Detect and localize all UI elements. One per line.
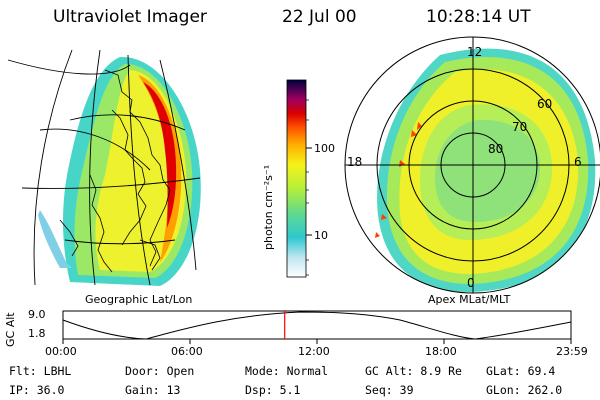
geo-emission-red bbox=[143, 82, 177, 228]
mlt-label-12: 12 bbox=[467, 45, 483, 59]
info-gc-alt: GC Alt: 8.9 Re bbox=[365, 364, 462, 378]
altitude-ylabel: GC Alt bbox=[4, 312, 17, 347]
geo-coastlines bbox=[59, 69, 171, 273]
altitude-xtick-1800: 18:00 bbox=[425, 345, 457, 358]
altitude-plot-frame bbox=[62, 310, 572, 340]
polar-map bbox=[344, 36, 600, 294]
mlat-label-80: 80 bbox=[488, 142, 504, 156]
colorbar-scale bbox=[286, 79, 307, 278]
altitude-ytick-high: 9.0 bbox=[28, 308, 46, 321]
info-glon: GLon: 262.0 bbox=[486, 383, 563, 397]
mlat-label-60: 60 bbox=[537, 97, 553, 111]
geographic-map bbox=[7, 49, 201, 286]
altitude-ytick-low: 1.8 bbox=[28, 327, 46, 340]
instrument-title: Ultraviolet Imager bbox=[53, 7, 207, 27]
polar-map-caption: Apex MLat/MLT bbox=[428, 293, 511, 306]
mlat-label-70: 70 bbox=[512, 120, 528, 134]
info-seq: Seq: 39 bbox=[365, 383, 414, 397]
geo-grid-lines bbox=[7, 49, 201, 286]
geo-map-caption: Geographic Lat/Lon bbox=[85, 293, 193, 306]
polar-grid bbox=[344, 36, 600, 294]
image-time: 10:28:14 UT bbox=[426, 7, 531, 27]
info-door: Door: Open bbox=[125, 364, 195, 378]
info-gain: Gain: 13 bbox=[125, 383, 181, 397]
geo-emission-speckle bbox=[38, 210, 72, 268]
polar-emission-polar-cap bbox=[435, 119, 541, 222]
info-glat: GLat: 69.4 bbox=[486, 364, 556, 378]
info-dsp: Dsp: 5.1 bbox=[245, 383, 301, 397]
mlt-label-18: 18 bbox=[347, 155, 363, 169]
altitude-xtick-2359: 23:59 bbox=[556, 345, 588, 358]
info-ip: IP: 36.0 bbox=[9, 383, 65, 397]
altitude-curve bbox=[62, 311, 572, 340]
altitude-xtick-1200: 12:00 bbox=[298, 345, 330, 358]
altitude-plot bbox=[62, 310, 572, 344]
altitude-xtick-0600: 06:00 bbox=[171, 345, 203, 358]
mlt-label-0: 0 bbox=[467, 276, 475, 290]
altitude-x-ticks bbox=[62, 339, 572, 344]
info-flt: Flt: LBHL bbox=[9, 364, 72, 378]
colorbar-label-100: 100 bbox=[314, 142, 335, 155]
colorbar bbox=[286, 79, 312, 278]
colorbar-label-10: 10 bbox=[314, 229, 328, 242]
info-mode: Mode: Normal bbox=[245, 364, 329, 378]
colorbar-unit-label: photon cm⁻²s⁻¹ bbox=[262, 164, 275, 250]
altitude-xtick-0000: 00:00 bbox=[45, 345, 77, 358]
mlt-label-6: 6 bbox=[574, 155, 582, 169]
image-date: 22 Jul 00 bbox=[282, 7, 357, 27]
